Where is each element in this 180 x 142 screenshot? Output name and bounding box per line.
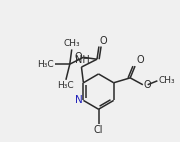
- Text: Cl: Cl: [94, 125, 103, 135]
- Text: H₃C: H₃C: [38, 60, 54, 69]
- Text: N: N: [75, 95, 82, 105]
- Text: H₃C: H₃C: [58, 81, 74, 90]
- Text: O: O: [136, 55, 144, 65]
- Text: CH₃: CH₃: [63, 39, 80, 48]
- Text: NH: NH: [75, 55, 90, 65]
- Text: O: O: [75, 52, 82, 62]
- Text: CH₃: CH₃: [158, 76, 175, 85]
- Text: O: O: [144, 80, 151, 90]
- Text: O: O: [100, 36, 107, 45]
